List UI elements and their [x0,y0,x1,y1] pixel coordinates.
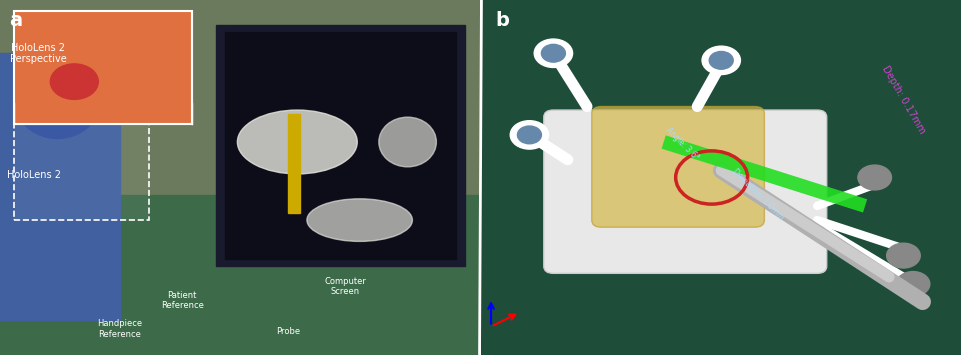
Circle shape [534,39,573,67]
Bar [14,11,192,124]
Bar [0,195,480,355]
Circle shape [510,121,549,149]
Circle shape [709,51,733,69]
Circle shape [517,126,541,144]
Text: Angle: 3.6°: Angle: 3.6° [664,125,701,162]
Ellipse shape [307,199,412,241]
Ellipse shape [237,110,357,174]
Circle shape [50,64,98,99]
Circle shape [897,272,930,296]
Text: Computer
Screen: Computer Screen [324,277,366,296]
Text: HoloLens 2
Perspective: HoloLens 2 Perspective [10,43,66,64]
Bar [14,103,149,220]
Ellipse shape [379,117,436,167]
Text: Handpiece
Reference: Handpiece Reference [97,320,142,339]
Circle shape [702,46,740,75]
Text: b: b [496,11,509,30]
Bar [226,32,456,259]
Circle shape [541,44,565,62]
Bar [0,53,120,320]
Bar [216,25,465,266]
Text: HoloLens 2: HoloLens 2 [7,170,61,180]
Circle shape [858,165,892,190]
Bar [14,11,192,124]
Text: Patient
Reference: Patient Reference [160,291,204,311]
Text: Depth: 0.17mm: Depth: 0.17mm [880,64,927,135]
Text: Deviation: 1.0mm: Deviation: 1.0mm [730,167,786,222]
Bar [287,114,300,213]
Circle shape [887,243,921,268]
Ellipse shape [14,60,101,138]
Text: a: a [10,11,23,30]
Text: Probe: Probe [276,327,300,335]
FancyBboxPatch shape [544,110,826,273]
FancyBboxPatch shape [592,106,764,227]
